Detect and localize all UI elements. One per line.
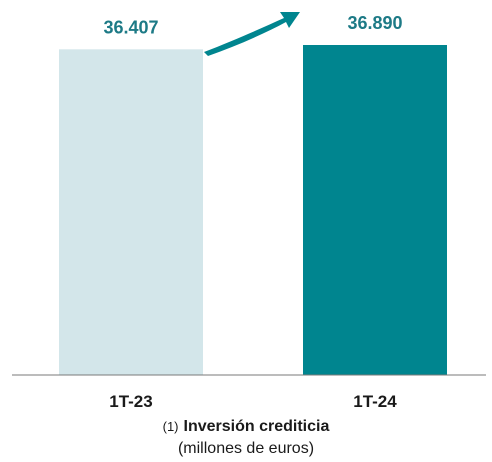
bar-1t-23 <box>59 49 203 376</box>
bar-1t-24 <box>303 45 447 375</box>
value-label-1t-24: 36.890 <box>347 13 402 33</box>
footnote-marker: (1) <box>162 419 179 434</box>
increase-arrow-icon <box>204 12 300 56</box>
x-tick-label-1t-23: 1T-23 <box>109 392 152 411</box>
chart-units: (millones de euros) <box>177 440 315 457</box>
chart-caption: (1) Inversión crediticia <box>0 418 492 436</box>
x-tick-label-1t-24: 1T-24 <box>353 392 397 411</box>
chart-title: Inversión crediticia <box>183 418 330 435</box>
value-label-1t-23: 36.407 <box>103 17 158 37</box>
